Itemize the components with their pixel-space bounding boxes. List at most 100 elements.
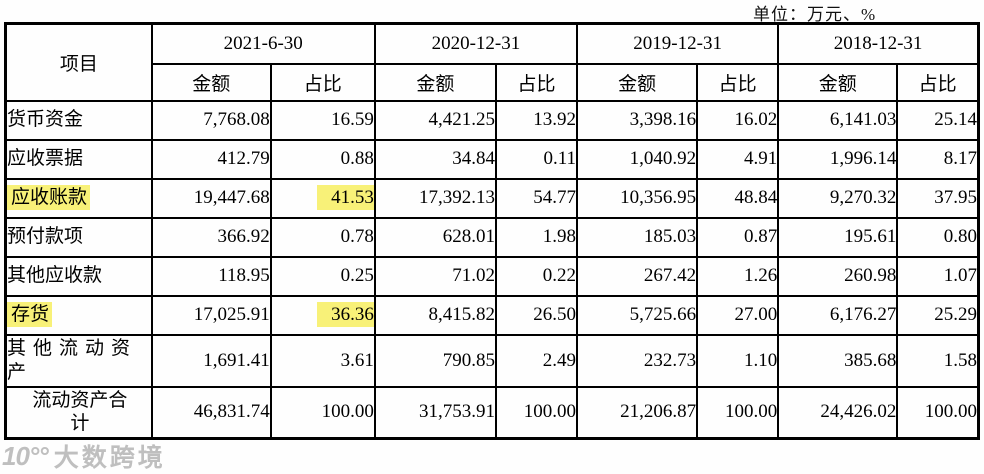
amount-cell: 628.01 xyxy=(373,216,497,258)
ratio-cell: 13.92 xyxy=(494,99,579,141)
watermark: 10°° 大数跨境 xyxy=(2,438,166,474)
row-label: 应收账款 xyxy=(4,177,153,219)
ratio-cell: 2.49 xyxy=(494,333,579,388)
amount-cell: 260.98 xyxy=(777,255,899,297)
ratio-cell: 0.80 xyxy=(896,216,980,258)
ratio-cell: 16.59 xyxy=(269,99,376,141)
amount-cell: 4,421.25 xyxy=(373,99,497,141)
amount-cell: 6,176.27 xyxy=(777,294,899,336)
header-row-periods: 项目 2021-6-30 2020-12-31 2019-12-31 2018-… xyxy=(4,22,980,102)
ratio-cell: 16.02 xyxy=(696,99,780,141)
amount-cell: 385.68 xyxy=(777,333,899,388)
period-header-2021: 2021-6-30 xyxy=(150,22,376,65)
amount-cell: 185.03 xyxy=(576,216,699,258)
header-row-subcolumns: 金额 占比 金额 占比 金额 占比 金额 占比 xyxy=(6,62,980,102)
period-header-2020: 2020-12-31 xyxy=(373,22,579,65)
amount-cell: 5,725.66 xyxy=(576,294,699,336)
ratio-cell: 100.00 xyxy=(494,385,579,440)
table-row-notes-receivable: 应收票据 412.79 0.88 34.84 0.11 1,040.92 4.9… xyxy=(4,138,980,180)
row-label: 货币资金 xyxy=(4,99,153,141)
row-label: 应收票据 xyxy=(4,138,153,180)
amount-cell: 412.79 xyxy=(150,138,272,180)
amount-cell: 46,831.74 xyxy=(150,385,272,440)
ratio-cell: 0.11 xyxy=(494,138,579,180)
amount-header: 金额 xyxy=(373,62,497,102)
highlight: 存货 xyxy=(7,302,53,328)
amount-cell: 1,996.14 xyxy=(777,138,899,180)
amount-cell: 71.02 xyxy=(373,255,497,297)
row-label: 预付款项 xyxy=(4,216,153,258)
row-label: 流动资产合 计 xyxy=(4,385,153,440)
amount-cell: 7,768.08 xyxy=(150,99,272,141)
ratio-cell: 0.87 xyxy=(696,216,780,258)
table-row-total-current-assets: 流动资产合 计 46,831.74 100.00 31,753.91 100.0… xyxy=(4,385,980,440)
ratio-header: 占比 xyxy=(494,62,579,102)
table-row-prepayments: 预付款项 366.92 0.78 628.01 1.98 185.03 0.87… xyxy=(4,216,980,258)
ratio-cell: 27.00 xyxy=(696,294,780,336)
period-header-2018: 2018-12-31 xyxy=(777,22,980,65)
amount-cell: 17,392.13 xyxy=(373,177,497,219)
amount-cell: 17,025.91 xyxy=(150,294,272,336)
ratio-header: 占比 xyxy=(269,62,376,102)
ratio-cell: 54.77 xyxy=(494,177,579,219)
item-column-header: 项目 xyxy=(4,22,153,102)
ratio-header: 占比 xyxy=(696,62,780,102)
amount-cell: 34.84 xyxy=(373,138,497,180)
ratio-header: 占比 xyxy=(896,62,980,102)
amount-cell: 24,426.02 xyxy=(777,385,899,440)
current-assets-table: 项目 2021-6-30 2020-12-31 2019-12-31 2018-… xyxy=(4,22,980,440)
amount-cell: 790.85 xyxy=(373,333,497,388)
amount-cell: 8,415.82 xyxy=(373,294,497,336)
ratio-cell: 1.98 xyxy=(494,216,579,258)
ratio-cell: 100.00 xyxy=(696,385,780,440)
ratio-cell: 37.95 xyxy=(896,177,980,219)
ratio-cell: 3.61 xyxy=(269,333,376,388)
ratio-cell: 36.36 xyxy=(269,294,376,336)
amount-cell: 9,270.32 xyxy=(777,177,899,219)
amount-cell: 1,040.92 xyxy=(576,138,699,180)
period-header-2019: 2019-12-31 xyxy=(576,22,780,65)
ratio-cell: 41.53 xyxy=(269,177,376,219)
amount-header: 金额 xyxy=(150,62,272,102)
amount-header: 金额 xyxy=(777,62,899,102)
highlight: 41.53 xyxy=(317,185,373,210)
amount-cell: 267.42 xyxy=(576,255,699,297)
ratio-cell: 100.00 xyxy=(269,385,376,440)
ratio-cell: 1.26 xyxy=(696,255,780,297)
row-label: 其他应收款 xyxy=(4,255,153,297)
ratio-cell: 0.78 xyxy=(269,216,376,258)
ratio-cell: 26.50 xyxy=(494,294,579,336)
table-row-other-current-assets: 其他流动资 产 1,691.41 3.61 790.85 2.49 232.73… xyxy=(4,333,980,388)
ratio-cell: 25.14 xyxy=(896,99,980,141)
amount-cell: 232.73 xyxy=(576,333,699,388)
row-label: 存货 xyxy=(4,294,153,336)
ratio-cell: 1.58 xyxy=(896,333,980,388)
amount-cell: 19,447.68 xyxy=(150,177,272,219)
watermark-text: 大数跨境 xyxy=(53,444,166,472)
amount-cell: 21,206.87 xyxy=(576,385,699,440)
amount-header: 金额 xyxy=(576,62,699,102)
ratio-cell: 25.29 xyxy=(896,294,980,336)
ratio-cell: 8.17 xyxy=(896,138,980,180)
ratio-cell: 48.84 xyxy=(696,177,780,219)
table-row-monetary-funds: 货币资金 7,768.08 16.59 4,421.25 13.92 3,398… xyxy=(4,99,980,141)
ratio-cell: 1.07 xyxy=(896,255,980,297)
amount-cell: 6,141.03 xyxy=(777,99,899,141)
ratio-cell: 100.00 xyxy=(896,385,980,440)
highlight: 应收账款 xyxy=(7,185,91,211)
ratio-cell: 0.88 xyxy=(269,138,376,180)
amount-cell: 366.92 xyxy=(150,216,272,258)
amount-cell: 118.95 xyxy=(150,255,272,297)
ratio-cell: 1.10 xyxy=(696,333,780,388)
highlight: 36.36 xyxy=(317,302,373,327)
table-row-other-receivables: 其他应收款 118.95 0.25 71.02 0.22 267.42 1.26… xyxy=(4,255,980,297)
amount-cell: 10,356.95 xyxy=(576,177,699,219)
table-row-inventory: 存货 17,025.91 36.36 8,415.82 26.50 5,725.… xyxy=(4,294,980,336)
watermark-logo: 10°° xyxy=(2,440,49,471)
amount-cell: 31,753.91 xyxy=(373,385,497,440)
table-row-accounts-receivable: 应收账款 19,447.68 41.53 17,392.13 54.77 10,… xyxy=(4,177,980,219)
ratio-cell: 0.22 xyxy=(494,255,579,297)
ratio-cell: 4.91 xyxy=(696,138,780,180)
unit-label: 单位：万元、% xyxy=(753,5,877,24)
